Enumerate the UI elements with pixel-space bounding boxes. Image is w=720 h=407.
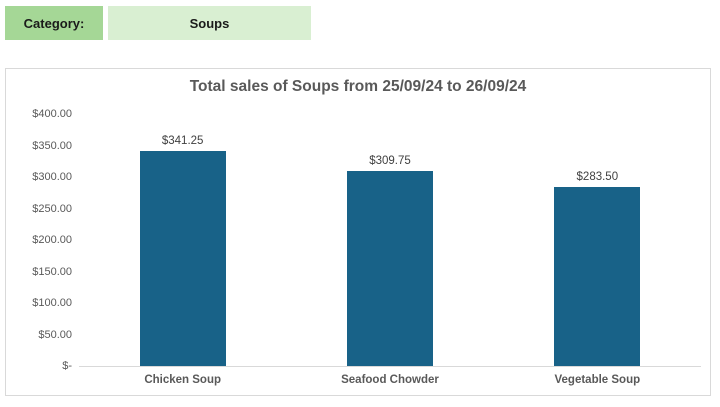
y-axis-tick-label: $- — [62, 360, 72, 372]
y-axis-tick-label: $200.00 — [32, 234, 72, 246]
y-axis: $- $50.00 $100.00 $150.00 $200.00 $250.00 $300… — [6, 108, 72, 372]
chart-title: Total sales of Soups from 25/09/24 to 26… — [189, 78, 527, 95]
bar-seafood-chowder[interactable] — [346, 171, 433, 366]
y-axis-tick-label: $100.00 — [32, 297, 72, 309]
x-axis-category-label: Seafood Chowder — [341, 374, 439, 386]
category-label-cell[interactable]: Category: — [5, 6, 103, 40]
bar-column: $283.50 — [494, 114, 701, 366]
bar-data-label: $341.25 — [161, 135, 204, 147]
y-axis-tick-label: $350.00 — [32, 139, 72, 152]
bar-column: $309.75 — [286, 114, 493, 366]
bar-vegetable-soup[interactable] — [554, 187, 641, 366]
category-value-cell[interactable]: Soups — [108, 6, 311, 40]
bar-column: $341.25 — [79, 114, 286, 366]
bar-data-label: $309.75 — [369, 155, 411, 167]
x-axis: Chicken Soup Seafood Chowder Vegetable Sou… — [79, 374, 701, 386]
bar-chicken-soup[interactable] — [139, 151, 226, 366]
x-axis-category-label: Chicken Soup — [144, 374, 221, 386]
y-axis-tick-label: $300.00 — [32, 171, 72, 183]
bar-data-label: $283.50 — [576, 171, 619, 183]
y-axis-tick-label: $250.00 — [32, 202, 72, 215]
y-axis-tick-label: $50.00 — [38, 328, 72, 341]
y-axis-tick-label: $400.00 — [32, 108, 72, 120]
chart-card[interactable]: Total sales of Soups from 25/09/24 to 26… — [5, 68, 711, 396]
bar-chart-plot: $341.25 $309.75 $283.50 — [79, 114, 701, 367]
x-axis-category-label: Vegetable Soup — [554, 374, 641, 386]
y-axis-tick-label: $150.00 — [32, 265, 72, 278]
